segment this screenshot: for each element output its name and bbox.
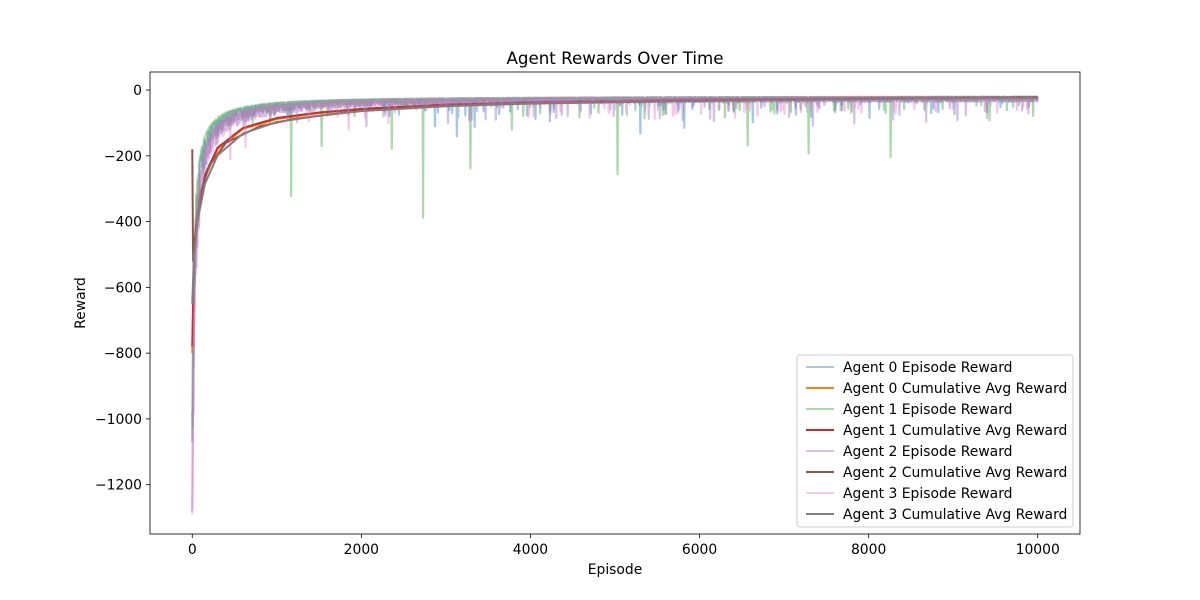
- y-tick-label: 0: [133, 83, 142, 99]
- legend-item-label: Agent 0 Cumulative Avg Reward: [843, 381, 1067, 397]
- legend-item-label: Agent 3 Cumulative Avg Reward: [843, 507, 1067, 523]
- y-tick-label: −1200: [95, 478, 142, 494]
- legend-item-label: Agent 1 Cumulative Avg Reward: [843, 423, 1067, 439]
- y-tick-label: −400: [104, 215, 142, 231]
- series-line-agent-3-cumulative: [191, 96, 1038, 304]
- x-axis-label: Episode: [588, 562, 643, 578]
- y-axis: 0 −200 −400 −600 −800 −1000 −1200: [95, 83, 150, 494]
- axes-frame: [149, 71, 1081, 535]
- y-tick-label: −1000: [95, 412, 142, 428]
- y-tick-label: −800: [104, 346, 142, 362]
- y-tick-label: −200: [104, 149, 142, 165]
- x-axis: 0 2000 4000 6000 8000 10000: [188, 534, 1060, 558]
- x-tick-label: 4000: [513, 542, 548, 558]
- series-line-agent-1-episode: [191, 95, 1039, 429]
- legend: Agent 0 Episode Reward Agent 0 Cumulative…: [796, 354, 1074, 528]
- x-tick-label: 2000: [344, 542, 379, 558]
- chart-title: Agent Rewards Over Time: [506, 48, 723, 68]
- x-tick-label: 8000: [851, 542, 886, 558]
- legend-item-label: Agent 2 Cumulative Avg Reward: [843, 465, 1067, 481]
- y-tick-label: −600: [104, 280, 142, 296]
- legend-item-label: Agent 0 Episode Reward: [843, 360, 1012, 376]
- x-tick-label: 0: [188, 542, 197, 558]
- legend-item-label: Agent 1 Episode Reward: [843, 402, 1012, 418]
- legend-item-label: Agent 3 Episode Reward: [843, 486, 1012, 502]
- legend-item-label: Agent 2 Episode Reward: [843, 444, 1012, 460]
- plot-area: [149, 71, 1081, 535]
- y-axis-label: Reward: [73, 277, 89, 329]
- legend-box: [796, 354, 1074, 528]
- x-tick-label: 10000: [1016, 542, 1060, 558]
- x-tick-label: 6000: [682, 542, 717, 558]
- series-layer: [191, 95, 1039, 515]
